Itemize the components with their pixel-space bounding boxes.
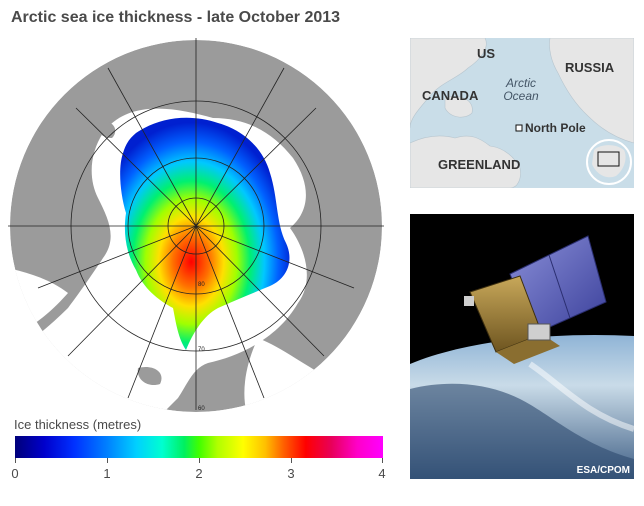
- label-russia: RUSSIA: [565, 60, 615, 75]
- label-canada: CANADA: [422, 88, 479, 103]
- inset-land: [444, 96, 473, 118]
- photo-credit: ESA/CPOM: [576, 465, 630, 476]
- inset-land: [410, 135, 521, 188]
- satellite-photo: ESA/CPOM: [410, 214, 634, 479]
- tick-label: 4: [378, 466, 386, 481]
- tick-label: 0: [11, 466, 19, 481]
- colorbar-ticks: [15, 458, 383, 464]
- latitude-label: 60: [198, 406, 205, 412]
- tick-label: 3: [287, 466, 295, 481]
- tick-label: 1: [103, 466, 111, 481]
- thickness-colorbar: [15, 436, 383, 458]
- locator-map-shapes: [410, 38, 634, 188]
- inset-land: [410, 38, 487, 129]
- label-ocean: Ocean: [503, 89, 539, 103]
- page-title: Arctic sea ice thickness - late October …: [11, 9, 341, 26]
- label-arctic-ocean: Arctic Ocean: [498, 77, 544, 103]
- graticule: [8, 38, 384, 410]
- label-arctic: Arctic: [506, 76, 536, 90]
- polar-ice-map: 80 70 60: [8, 38, 384, 412]
- globe-frame: [597, 151, 620, 167]
- tick-label: 2: [195, 466, 203, 481]
- inset-land: [549, 38, 634, 144]
- label-us: US: [477, 46, 496, 61]
- cryosat-illustration: [410, 214, 634, 479]
- north-pole-marker: [515, 124, 523, 132]
- island: [137, 366, 162, 386]
- latitude-label: 80: [198, 282, 205, 288]
- locator-map: US RUSSIA CANADA Arctic Ocean North Pole…: [410, 38, 634, 188]
- latitude-label: 70: [198, 347, 205, 353]
- legend-title: Ice thickness (metres): [14, 417, 142, 432]
- label-north-pole: North Pole: [525, 121, 586, 135]
- label-greenland: GREENLAND: [438, 157, 521, 172]
